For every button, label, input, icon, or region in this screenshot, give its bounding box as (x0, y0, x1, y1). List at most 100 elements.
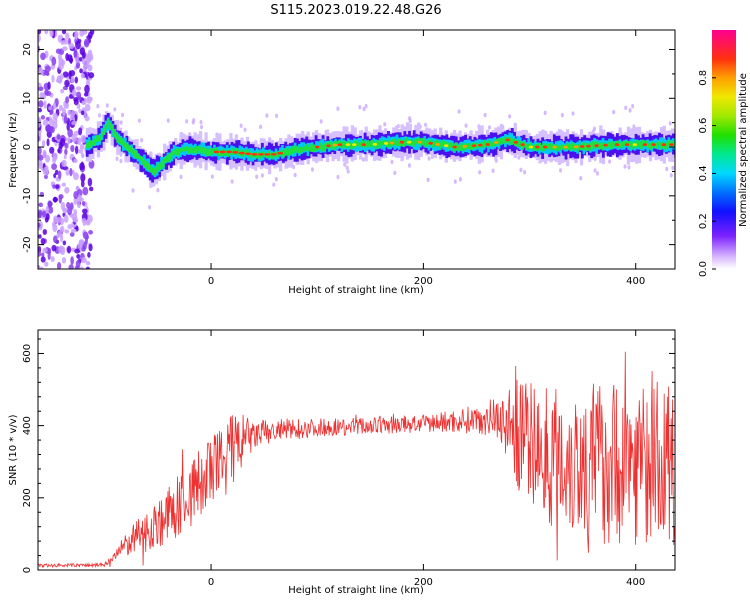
spectrogram-ticks: 0 200 400 -20 -10 0 10 20 (22, 30, 675, 287)
spectral-band-cell (194, 146, 198, 154)
spectral-peak (389, 141, 395, 145)
noise-blob (88, 159, 95, 169)
noise-blob (63, 154, 67, 160)
noise-blob (81, 51, 86, 59)
snr-series (38, 351, 675, 569)
noise-blob (71, 88, 77, 97)
noise-blob (64, 148, 68, 156)
spectral-band-cell (324, 142, 328, 149)
spectral-peak (485, 143, 490, 146)
spectral-peak (543, 145, 548, 149)
noise-blob (45, 125, 52, 133)
spectral-band-cell (416, 138, 419, 144)
spectral-band-cell (357, 142, 360, 147)
spectrogram-heatmap (38, 30, 675, 269)
noise-blob (87, 251, 91, 258)
spectral-band-cell (106, 118, 110, 125)
spectral-band-cell (355, 140, 358, 147)
noise-blob (42, 229, 48, 235)
spectral-band-cell (206, 149, 209, 156)
noise-blob (42, 149, 47, 159)
noise-blob (64, 142, 68, 149)
noise-blob (38, 67, 43, 75)
noise-blob (38, 245, 42, 253)
spectral-peak (277, 151, 284, 155)
noise-blob (56, 262, 62, 269)
spectral-band-cell (129, 146, 133, 153)
spectral-band-cell (460, 143, 463, 150)
spectrogram-panel: 0 200 400 -20 -10 0 10 20 Height of straight li… (8, 29, 676, 296)
noise-blob (56, 134, 61, 140)
spectral-peak (651, 143, 656, 147)
spectral-band-cell (397, 138, 400, 147)
noise-blob (59, 225, 65, 233)
noise-speckle (669, 173, 673, 178)
spectral-band-cell (670, 140, 673, 146)
noise-speckle (166, 118, 170, 123)
spectral-band-cell (204, 147, 207, 154)
spectral-band-cell (116, 135, 119, 143)
noise-blob (71, 133, 77, 143)
spectral-band-cell (160, 162, 163, 170)
noise-speckle (593, 168, 597, 173)
spectral-band-cell (143, 159, 146, 168)
noise-speckle (407, 163, 411, 168)
noise-blob (86, 35, 93, 40)
y-tick-label: -20 (22, 236, 33, 252)
x-tick-label: 400 (626, 577, 645, 588)
noise-blob (70, 76, 75, 83)
noise-speckle (243, 127, 247, 132)
spectral-peak (352, 143, 357, 147)
noise-speckle (131, 188, 135, 193)
noise-blob (61, 107, 67, 116)
noise-blob (38, 33, 41, 43)
spectral-band-cell (330, 142, 333, 149)
noise-blob (52, 113, 58, 121)
spectral-band-cell (217, 149, 221, 157)
spectral-peak (669, 143, 674, 147)
spectral-peak (443, 144, 449, 148)
noise-blob (47, 200, 52, 209)
spectral-band-cell (208, 149, 211, 157)
spectral-band-cell (108, 122, 112, 130)
spectral-band-cell (643, 140, 647, 146)
noise-speckle (627, 165, 631, 170)
noise-speckle (361, 157, 365, 162)
spectral-band-cell (305, 143, 308, 151)
spectral-band-cell (231, 148, 234, 155)
noise-blob (79, 162, 85, 171)
noise-blob (67, 128, 73, 138)
spectral-peak (213, 150, 220, 154)
noise-blob (51, 163, 58, 170)
noise-speckle (210, 174, 214, 179)
x-tick-label: 400 (626, 276, 645, 287)
noise-blob (68, 70, 72, 80)
noise-blob (69, 55, 73, 64)
noise-blob (84, 84, 90, 94)
spectral-band-cell (395, 140, 398, 147)
noise-blob (77, 243, 83, 249)
spectral-band-cell (443, 141, 446, 147)
noise-blob (70, 144, 75, 153)
spectral-band-cell (422, 138, 425, 145)
spectral-band-cell (366, 140, 370, 147)
spectral-band-cell (209, 148, 213, 155)
noise-blob (59, 73, 64, 80)
noise-speckle (336, 174, 340, 180)
spectral-band-cell (259, 152, 263, 159)
noise-blob (80, 134, 87, 144)
noise-blob (67, 207, 72, 216)
spectral-band-cell (638, 141, 641, 147)
noise-blob (44, 174, 48, 180)
noise-speckle (113, 107, 117, 112)
noise-speckle (274, 177, 278, 182)
noise-blob (38, 251, 42, 257)
y-tick-label: 20 (22, 43, 33, 56)
spectral-band-cell (425, 140, 429, 147)
noise-blob (69, 202, 74, 210)
spectral-band-cell (433, 141, 436, 147)
spectral-band-cell (517, 140, 521, 147)
noise-speckle (390, 159, 394, 165)
noise-blob (58, 141, 64, 150)
noise-blob (38, 107, 43, 113)
